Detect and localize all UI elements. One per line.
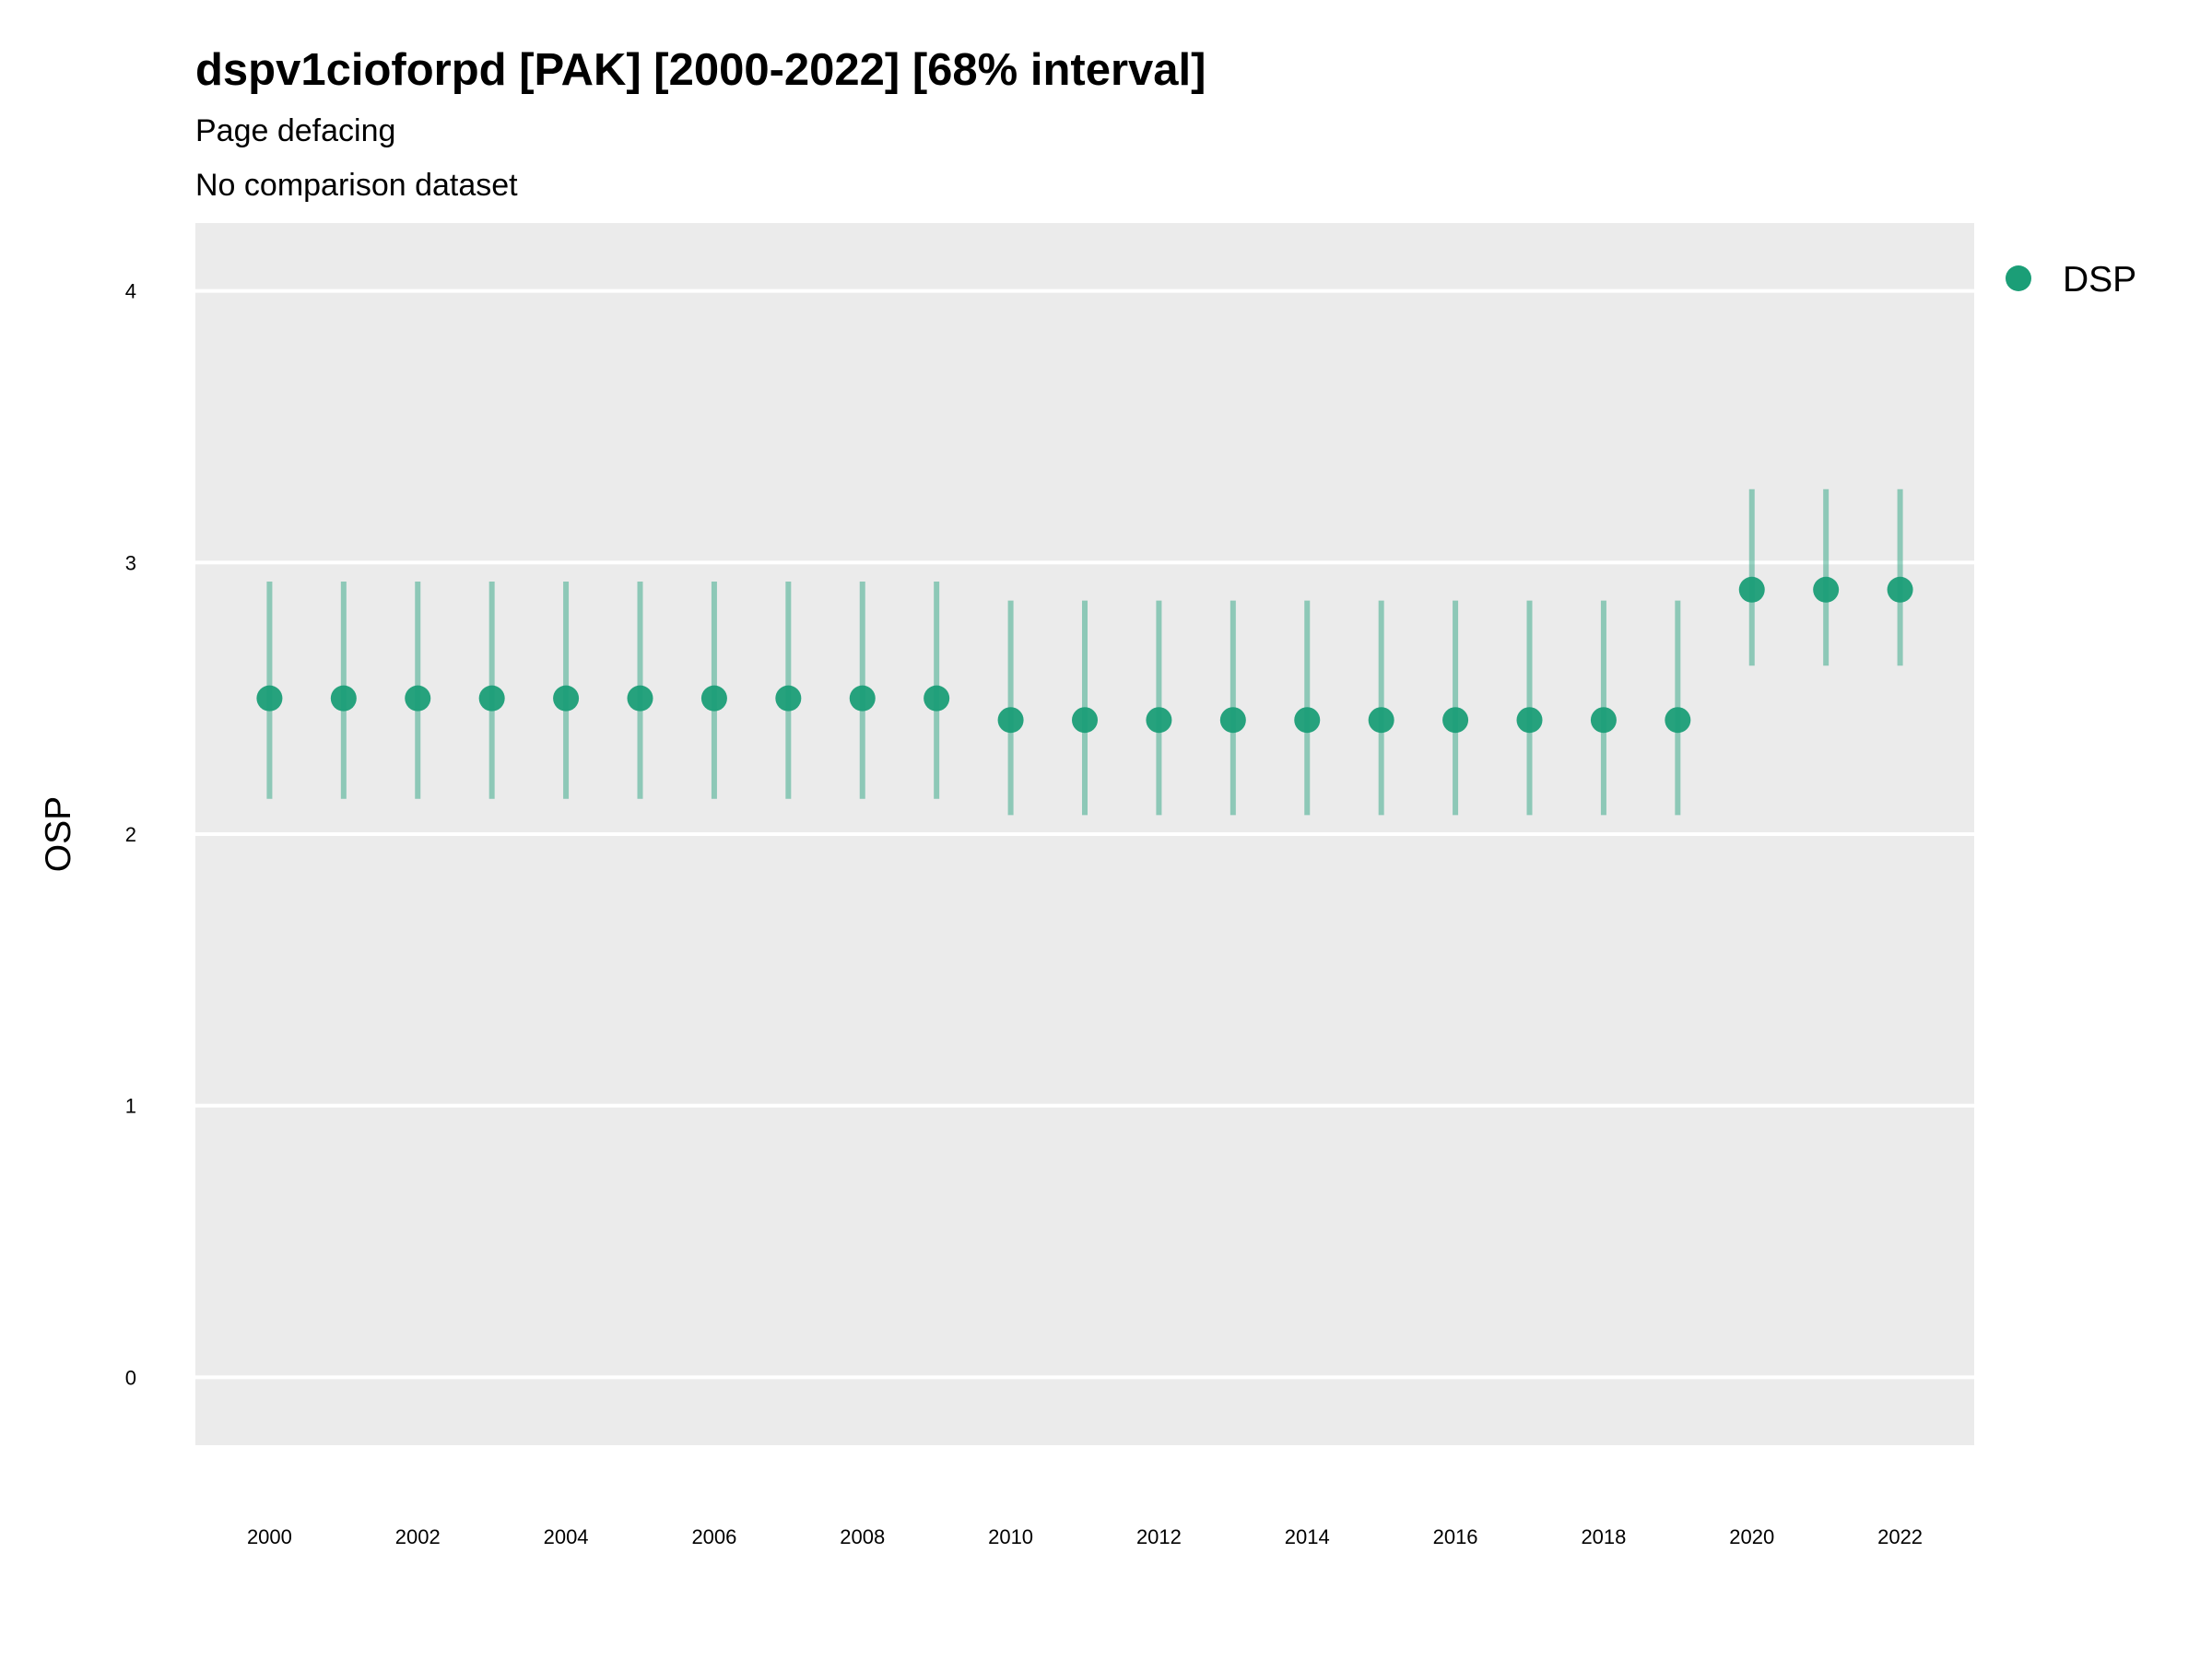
x-tick-label: 2006: [691, 1525, 736, 1548]
y-axis-label: OSP: [39, 796, 78, 872]
data-point: [1665, 707, 1691, 734]
data-point: [1072, 707, 1098, 734]
data-point: [1294, 707, 1321, 734]
chart-subtitle-2: No comparison dataset: [195, 168, 518, 203]
data-point: [256, 685, 283, 712]
chart-title: dspv1cioforpd [PAK] [2000-2022] [68% int…: [195, 45, 1206, 95]
data-point: [627, 685, 653, 712]
y-tick-labels: 0 1 2 3 4: [125, 280, 136, 1390]
data-point: [405, 685, 431, 712]
data-point: [1590, 707, 1617, 734]
x-tick-label: 2018: [1581, 1525, 1626, 1548]
legend-marker: [2006, 265, 2031, 291]
x-tick-label: 2012: [1136, 1525, 1182, 1548]
data-point: [1146, 707, 1172, 734]
chart-subtitle: Page defacing: [195, 113, 395, 148]
data-point: [775, 685, 802, 712]
data-point: [553, 685, 580, 712]
x-tick-label: 2000: [247, 1525, 292, 1548]
legend-label-dsp: DSP: [2063, 260, 2136, 300]
data-point: [997, 707, 1024, 734]
data-point: [1738, 576, 1765, 603]
data-point: [330, 685, 357, 712]
data-point: [1887, 576, 1913, 603]
x-tick-label: 2002: [395, 1525, 441, 1548]
x-tick-label: 2022: [1877, 1525, 1923, 1548]
data-point: [1516, 707, 1543, 734]
y-tick-label: 0: [125, 1366, 136, 1389]
data-point: [1368, 707, 1394, 734]
x-tick-label: 2010: [988, 1525, 1033, 1548]
legend: DSP: [2006, 260, 2136, 300]
data-point: [849, 685, 876, 712]
x-tick-label: 2020: [1729, 1525, 1774, 1548]
x-tick-label: 2014: [1285, 1525, 1330, 1548]
y-tick-label: 1: [125, 1095, 136, 1118]
data-point: [1442, 707, 1469, 734]
x-tick-label: 2004: [544, 1525, 589, 1548]
x-tick-labels: 2000 2002 2004 2006 2008 2010 2012 2014 2016 2018…: [247, 1525, 1923, 1548]
data-point: [1813, 576, 1840, 603]
x-tick-label: 2016: [1433, 1525, 1478, 1548]
data-points: [256, 576, 1913, 734]
y-tick-label: 2: [125, 823, 136, 846]
data-point: [700, 685, 727, 712]
x-tick-label: 2008: [840, 1525, 885, 1548]
y-tick-label: 4: [125, 280, 136, 303]
data-point: [1219, 707, 1246, 734]
y-tick-label: 3: [125, 551, 136, 574]
data-point: [924, 685, 950, 712]
gridlines: [195, 288, 1974, 1380]
data-point: [478, 685, 505, 712]
